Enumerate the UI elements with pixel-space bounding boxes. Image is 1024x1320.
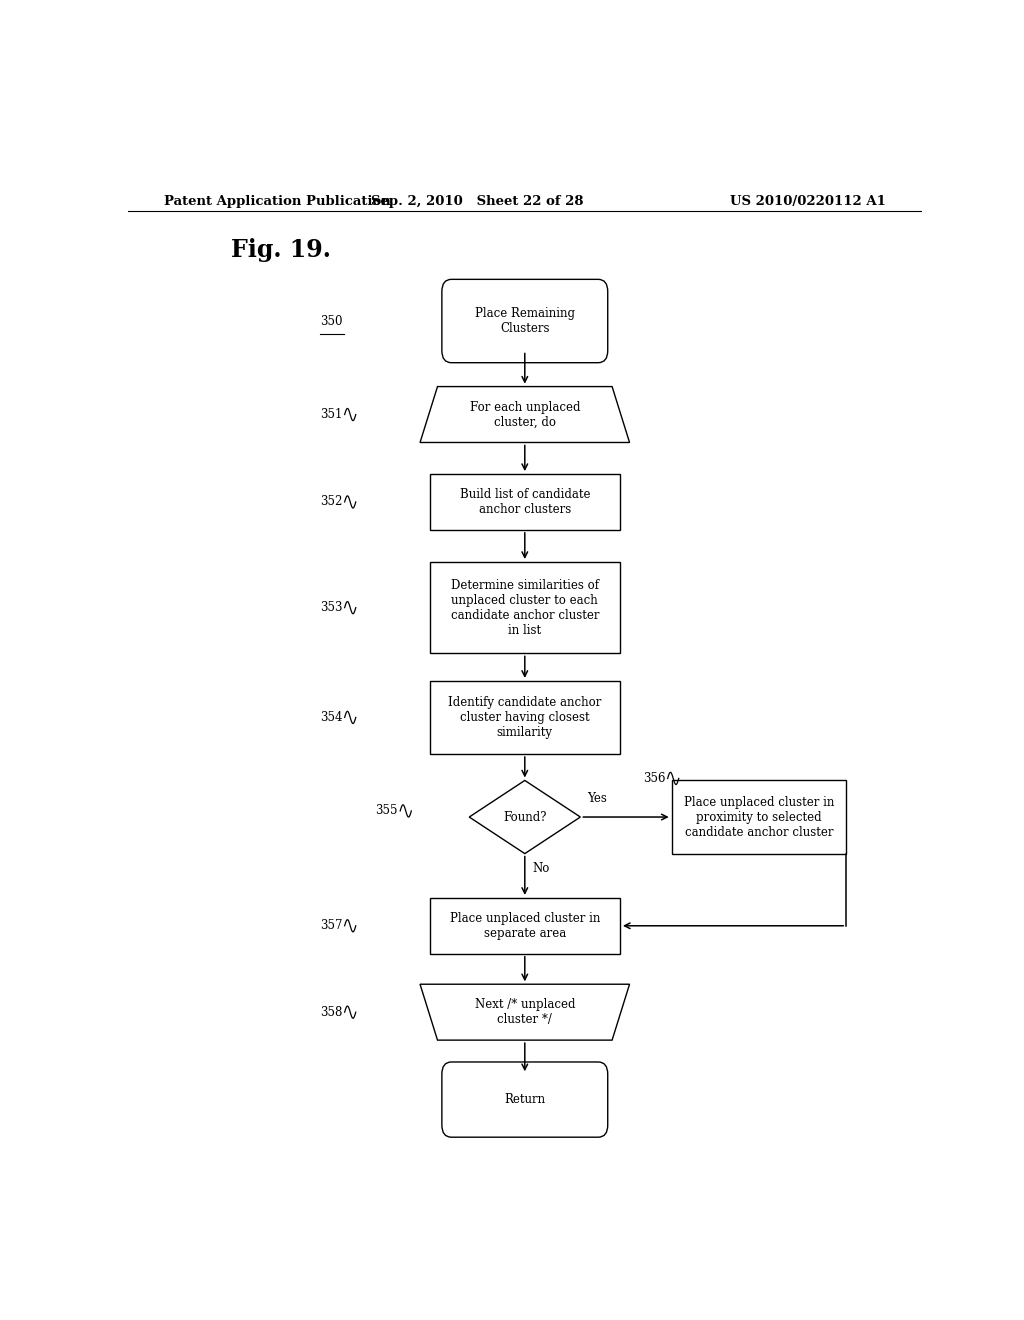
Text: US 2010/0220112 A1: US 2010/0220112 A1 <box>730 194 886 207</box>
Text: 350: 350 <box>319 314 342 327</box>
Text: Place unplaced cluster in
separate area: Place unplaced cluster in separate area <box>450 912 600 940</box>
Bar <box>430 562 621 653</box>
Text: For each unplaced
cluster, do: For each unplaced cluster, do <box>470 400 580 429</box>
Text: 354: 354 <box>319 711 342 723</box>
Text: 352: 352 <box>319 495 342 508</box>
Bar <box>672 780 846 854</box>
Text: Fig. 19.: Fig. 19. <box>231 238 331 261</box>
Text: 358: 358 <box>319 1006 342 1019</box>
Text: Identify candidate anchor
cluster having closest
similarity: Identify candidate anchor cluster having… <box>449 696 601 739</box>
Text: 353: 353 <box>319 601 342 614</box>
Text: Next /* unplaced
cluster */: Next /* unplaced cluster */ <box>474 998 575 1026</box>
FancyBboxPatch shape <box>442 1063 607 1138</box>
Bar <box>430 898 621 954</box>
Polygon shape <box>420 387 630 442</box>
Text: Return: Return <box>504 1093 546 1106</box>
Text: Patent Application Publication: Patent Application Publication <box>164 194 390 207</box>
Text: Place unplaced cluster in
proximity to selected
candidate anchor cluster: Place unplaced cluster in proximity to s… <box>684 796 835 838</box>
Text: 351: 351 <box>319 408 342 421</box>
Text: Determine similarities of
unplaced cluster to each
candidate anchor cluster
in l: Determine similarities of unplaced clust… <box>451 578 599 636</box>
Text: 355: 355 <box>376 804 397 817</box>
Polygon shape <box>420 985 630 1040</box>
Polygon shape <box>469 780 581 854</box>
Text: 357: 357 <box>319 919 342 932</box>
Text: Place Remaining
Clusters: Place Remaining Clusters <box>475 308 574 335</box>
Text: Sep. 2, 2010   Sheet 22 of 28: Sep. 2, 2010 Sheet 22 of 28 <box>371 194 584 207</box>
Text: 356: 356 <box>643 772 666 785</box>
Text: Found?: Found? <box>503 810 547 824</box>
Bar <box>430 474 621 529</box>
Text: No: No <box>532 862 550 875</box>
FancyBboxPatch shape <box>442 280 607 363</box>
Text: Build list of candidate
anchor clusters: Build list of candidate anchor clusters <box>460 488 590 516</box>
Text: Yes: Yes <box>587 792 606 805</box>
Bar <box>430 681 621 754</box>
